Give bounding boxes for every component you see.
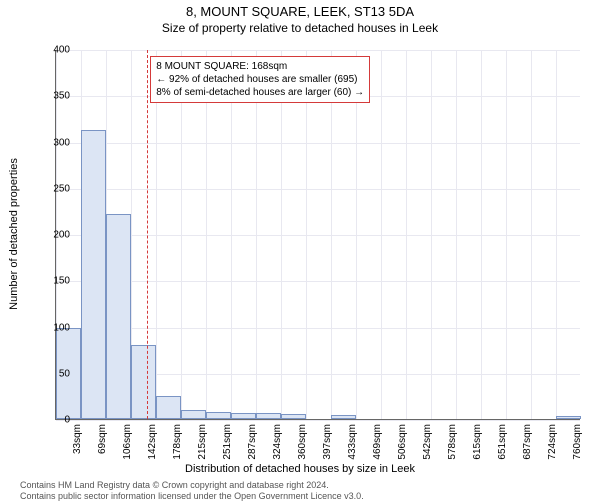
- gridline-v: [256, 50, 257, 419]
- x-tick-label: 433sqm: [347, 424, 358, 460]
- histogram-bar: [156, 396, 181, 419]
- histogram-bar: [281, 414, 306, 419]
- gridline-v: [456, 50, 457, 419]
- histogram-bar: [181, 410, 206, 419]
- x-tick-label: 469sqm: [372, 424, 383, 460]
- x-tick-label: 33sqm: [72, 424, 83, 454]
- x-tick-label: 397sqm: [322, 424, 333, 460]
- x-tick-label: 106sqm: [122, 424, 133, 460]
- histogram-bar: [131, 345, 156, 419]
- gridline-v: [306, 50, 307, 419]
- reference-line: [147, 50, 148, 419]
- x-tick-label: 687sqm: [522, 424, 533, 460]
- annotation-line: 8 MOUNT SQUARE: 168sqm: [156, 60, 364, 73]
- gridline-v: [206, 50, 207, 419]
- gridline-v: [431, 50, 432, 419]
- x-tick-label: 651sqm: [497, 424, 508, 460]
- x-tick-label: 760sqm: [572, 424, 583, 460]
- y-tick-label: 0: [40, 415, 70, 426]
- histogram-bar: [256, 413, 281, 419]
- x-tick-label: 724sqm: [547, 424, 558, 460]
- x-tick-label: 142sqm: [147, 424, 158, 460]
- histogram-bar: [231, 413, 256, 419]
- gridline-v: [406, 50, 407, 419]
- x-tick-label: 360sqm: [297, 424, 308, 460]
- gridline-h: [56, 189, 580, 190]
- gridline-v: [331, 50, 332, 419]
- x-tick-label: 251sqm: [222, 424, 233, 460]
- x-tick-label: 506sqm: [397, 424, 408, 460]
- histogram-bar: [81, 130, 106, 419]
- footer-line-1: Contains HM Land Registry data © Crown c…: [20, 480, 364, 491]
- x-tick-label: 69sqm: [97, 424, 108, 454]
- y-tick-label: 200: [40, 230, 70, 241]
- y-tick-label: 250: [40, 183, 70, 194]
- y-tick-label: 50: [40, 368, 70, 379]
- y-tick-label: 400: [40, 45, 70, 56]
- gridline-v: [231, 50, 232, 419]
- x-axis-label: Distribution of detached houses by size …: [0, 463, 600, 475]
- chart-title: 8, MOUNT SQUARE, LEEK, ST13 5DA: [0, 4, 600, 19]
- gridline-v: [481, 50, 482, 419]
- annotation-line: 8% of semi-detached houses are larger (6…: [156, 86, 364, 99]
- gridline-h: [56, 328, 580, 329]
- gridline-v: [181, 50, 182, 419]
- y-tick-label: 150: [40, 276, 70, 287]
- gridline-h: [56, 235, 580, 236]
- gridline-v: [356, 50, 357, 419]
- gridline-h: [56, 281, 580, 282]
- x-tick-label: 578sqm: [447, 424, 458, 460]
- gridline-v: [506, 50, 507, 419]
- y-axis-label: Number of detached properties: [8, 158, 20, 310]
- x-tick-label: 215sqm: [197, 424, 208, 460]
- y-tick-label: 300: [40, 137, 70, 148]
- histogram-bar: [206, 412, 231, 419]
- footer-attribution: Contains HM Land Registry data © Crown c…: [20, 480, 364, 502]
- gridline-v: [281, 50, 282, 419]
- plot-region: 8 MOUNT SQUARE: 168sqm← 92% of detached …: [55, 50, 580, 420]
- gridline-h: [56, 143, 580, 144]
- gridline-v: [381, 50, 382, 419]
- x-tick-label: 615sqm: [472, 424, 483, 460]
- chart-area: 8 MOUNT SQUARE: 168sqm← 92% of detached …: [55, 50, 580, 420]
- gridline-h: [56, 420, 580, 421]
- y-tick-label: 100: [40, 322, 70, 333]
- gridline-h: [56, 50, 580, 51]
- annotation-line: ← 92% of detached houses are smaller (69…: [156, 73, 364, 86]
- gridline-v: [531, 50, 532, 419]
- x-tick-label: 287sqm: [247, 424, 258, 460]
- x-tick-label: 542sqm: [422, 424, 433, 460]
- x-tick-label: 324sqm: [272, 424, 283, 460]
- gridline-v: [156, 50, 157, 419]
- chart-subtitle: Size of property relative to detached ho…: [0, 21, 600, 35]
- histogram-bar: [331, 415, 356, 419]
- y-tick-label: 350: [40, 91, 70, 102]
- x-tick-label: 178sqm: [172, 424, 183, 460]
- histogram-bar: [106, 214, 131, 419]
- annotation-box: 8 MOUNT SQUARE: 168sqm← 92% of detached …: [150, 56, 370, 103]
- histogram-bar: [556, 416, 581, 419]
- footer-line-2: Contains public sector information licen…: [20, 491, 364, 502]
- gridline-v: [556, 50, 557, 419]
